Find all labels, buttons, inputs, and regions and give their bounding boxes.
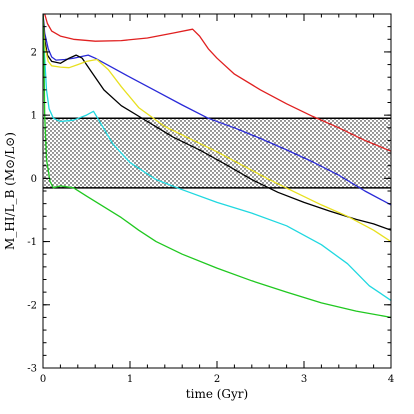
x-tick-label: 0 [40,374,46,385]
y-tick-label: 2 [31,47,37,58]
x-tick-label: 2 [214,374,220,385]
y-axis-label-text: M_HI/L_B (M⊙/L⊙) [3,132,17,250]
observed-range-band [43,117,391,189]
x-axis-label: time (Gyr) [186,387,248,401]
y-tick-label: 0 [31,174,37,185]
tick-labels: 0 1 2 3 4 -3 -2 -1 0 1 2 [27,47,394,385]
axis-ticks [42,14,392,369]
x-tick-label: 4 [388,374,394,385]
y-tick-label: -3 [27,364,37,375]
series-line-3 [43,14,391,231]
y-tick-label: -1 [27,237,37,248]
series-line-1 [44,14,391,152]
band-fill [43,118,391,188]
x-tick-label: 3 [301,374,307,385]
series-lines [43,14,391,319]
series-line-4 [43,20,391,243]
x-tick-label: 1 [127,374,133,385]
series-line-6 [43,14,391,319]
y-axis-label: M_HI/L_B (M⊙/L⊙) [3,132,17,250]
series-line-2 [43,14,391,206]
series-line-5 [43,32,391,301]
y-tick-label: 1 [31,111,37,122]
plot-frame [42,13,392,369]
y-tick-label: -2 [27,300,37,311]
